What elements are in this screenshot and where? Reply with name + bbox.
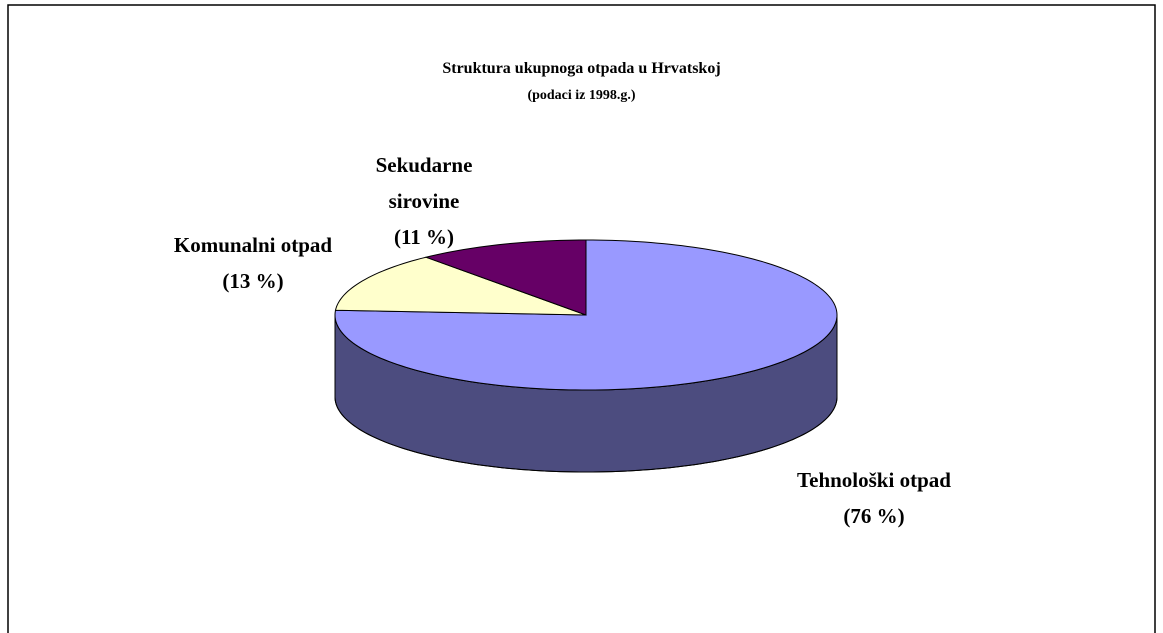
category-name: Komunalni otpad <box>173 233 333 257</box>
slice <box>334 256 587 316</box>
value-label: (13 %) <box>222 269 284 293</box>
slice <box>424 239 587 316</box>
slice-label: Sekudarne sirovine (11 %) <box>364 147 484 255</box>
chart-subtitle: (podaci iz 1998.g.) <box>527 88 636 103</box>
category-name: Sekudarne sirovine <box>375 153 473 213</box>
slice-label: Komunalni otpad (13 %) <box>153 227 353 299</box>
value-label: (11 %) <box>393 225 455 249</box>
frame <box>7 4 1156 633</box>
value-label: (76 %) <box>843 504 905 528</box>
category-name: Tehnološki otpad <box>797 468 951 492</box>
slice-label: Tehnološki otpad (76 %) <box>744 462 1004 534</box>
chart-title: Struktura ukupnoga otpada u Hrvatskoj <box>442 60 721 77</box>
